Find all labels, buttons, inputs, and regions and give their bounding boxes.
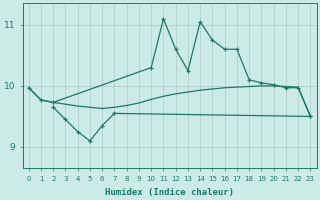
X-axis label: Humidex (Indice chaleur): Humidex (Indice chaleur) (105, 188, 234, 197)
